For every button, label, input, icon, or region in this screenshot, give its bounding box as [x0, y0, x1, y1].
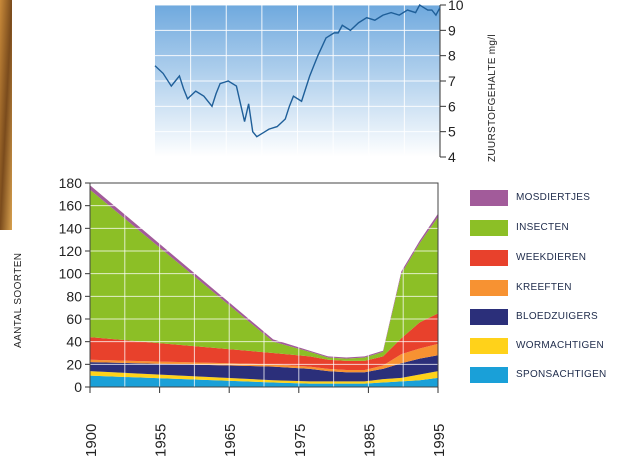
species-y-tick-label: 100 — [59, 266, 83, 282]
species-x-tick-label: 1965 — [222, 424, 239, 457]
o2-tick-label: 7 — [448, 73, 456, 89]
legend-item-bloedzuigers: BLOEDZUIGERS — [470, 307, 620, 329]
legend-item-insecten: INSECTEN — [470, 218, 620, 240]
species-x-tick-label: 1975 — [292, 424, 309, 457]
o2-tick-label: 5 — [448, 124, 456, 140]
species-y-tick-label: 0 — [74, 379, 82, 395]
species-x-tick-label: 1995 — [431, 424, 448, 457]
species-x-tick-label: 1955 — [153, 424, 170, 457]
species-y-tick-label: 160 — [59, 198, 83, 214]
legend-swatch-sponsachtigen — [470, 367, 508, 383]
legend-swatch-mosdiertjes — [470, 190, 508, 206]
legend-item-wormachtigen: WORMACHTIGEN — [470, 336, 620, 358]
legend-swatch-wormachtigen — [470, 338, 508, 354]
legend-swatch-bloedzuigers — [470, 309, 508, 325]
o2-tick-label: 4 — [448, 149, 456, 165]
legend-label-sponsachtigen: SPONSACHTIGEN — [516, 369, 607, 380]
area-insecten — [90, 189, 438, 361]
species-x-tick-label: 1900 — [83, 424, 100, 457]
o2-tick-label: 8 — [448, 48, 456, 64]
legend-label-wormachtigen: WORMACHTIGEN — [516, 340, 605, 351]
species-y-tick-label: 60 — [66, 311, 82, 327]
area-sponsachtigen — [90, 375, 438, 387]
species-plot-frame — [89, 182, 439, 388]
legend-swatch-insecten — [470, 220, 508, 236]
photo-fragment — [0, 0, 12, 230]
legend-item-kreeften: KREEFTEN — [470, 278, 620, 300]
species-y-axis-label: AANTAL SOORTEN — [13, 253, 24, 348]
o2-y-axis-label: ZUURSTOFGEHALTE mg/l — [487, 34, 498, 162]
o2-tick-label: 9 — [448, 22, 456, 38]
species-y-tick-label: 20 — [66, 356, 82, 372]
legend-label-weekdieren: WEEKDIEREN — [516, 252, 587, 263]
o2-series-line — [154, 4, 441, 138]
legend-label-bloedzuigers: BLOEDZUIGERS — [516, 311, 598, 322]
legend-label-kreeften: KREEFTEN — [516, 282, 572, 293]
species-x-tick-label: 1985 — [361, 424, 378, 457]
legend-swatch-kreeften — [470, 280, 508, 296]
area-weekdieren — [90, 313, 438, 370]
species-y-tick-label: 120 — [59, 243, 83, 259]
legend-item-mosdiertjes: MOSDIERTJES — [470, 188, 620, 210]
legend-label-insecten: INSECTEN — [516, 222, 569, 233]
species-y-tick-label: 80 — [66, 288, 82, 304]
species-y-tick-label: 140 — [59, 220, 83, 236]
legend-swatch-weekdieren — [470, 250, 508, 266]
species-y-tick-label: 40 — [66, 334, 82, 350]
legend-item-sponsachtigen: SPONSACHTIGEN — [470, 365, 620, 387]
o2-tick-label: 6 — [448, 98, 456, 114]
legend-item-weekdieren: WEEKDIEREN — [470, 248, 620, 270]
species-y-tick-label: 180 — [59, 175, 83, 191]
legend-label-mosdiertjes: MOSDIERTJES — [516, 192, 591, 203]
o2-tick-label: 10 — [448, 0, 464, 13]
